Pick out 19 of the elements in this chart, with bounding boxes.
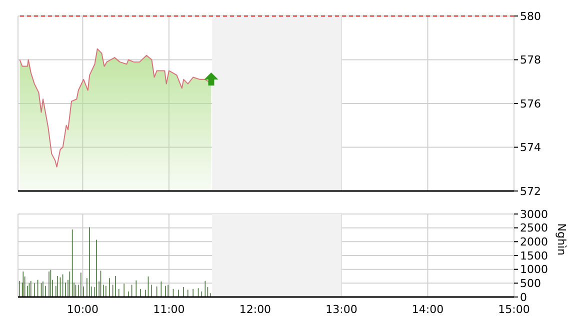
y-tick-label: 580 (520, 10, 541, 23)
x-tick-label: 12:00 (239, 302, 272, 316)
y-tick-label: 576 (520, 97, 541, 110)
x-tick-label: 14:00 (412, 302, 444, 316)
x-tick-label: 11:00 (153, 302, 185, 316)
y-tick-label: 3000 (520, 208, 548, 221)
y-tick-label: 500 (520, 277, 541, 290)
y-tick-label: 0 (520, 290, 527, 304)
y-tick-label: 578 (520, 54, 541, 67)
y-axis-title: Nghìn (555, 223, 568, 256)
x-tick-label: 10:00 (66, 302, 99, 316)
y-tick-label: 572 (520, 184, 541, 198)
x-tick-label: 15:00 (498, 302, 530, 316)
x-tick-label: 13:00 (326, 302, 358, 316)
y-tick-label: 1500 (520, 249, 548, 262)
y-tick-label: 2000 (520, 236, 548, 249)
y-tick-label: 574 (520, 141, 541, 154)
y-tick-label: 2500 (520, 222, 548, 235)
y-tick-label: 1000 (520, 263, 548, 276)
